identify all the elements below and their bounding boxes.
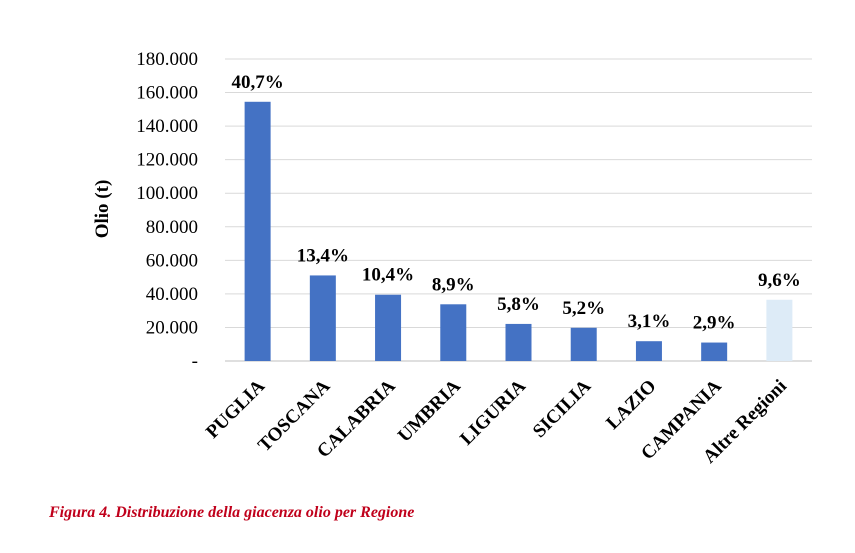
- bar-campania: [701, 342, 728, 361]
- y-tick-label: 40.000: [146, 284, 198, 305]
- data-label: 8,9%: [432, 274, 475, 295]
- data-label: 13,4%: [297, 245, 349, 266]
- bar-lazio: [635, 341, 662, 361]
- bar-puglia: [244, 101, 271, 362]
- bars: [244, 101, 793, 362]
- y-tick-label: 120.000: [136, 150, 198, 171]
- data-labels: 40,7% 13,4% 10,4% 8,9% 5,8% 5,2% 3,1% 2,9% 9,6%: [231, 72, 800, 334]
- data-label: 5,2%: [562, 298, 605, 319]
- x-tick-label: PUGLIA: [202, 375, 269, 442]
- data-label: 5,8%: [497, 294, 540, 315]
- y-tick-label: 160.000: [136, 83, 198, 104]
- x-tick-label: UMBRIA: [394, 375, 465, 446]
- x-axis-labels: PUGLIATOSCANACALABRIAUMBRIALIGURIASICILI…: [202, 375, 791, 467]
- y-tick-label: 180.000: [136, 49, 198, 70]
- bar-sicilia: [570, 327, 597, 361]
- y-tick-label: 80.000: [146, 217, 198, 238]
- y-tick-label: 20.000: [146, 317, 198, 338]
- y-tick-label: 100.000: [136, 183, 198, 204]
- data-label: 10,4%: [362, 265, 414, 286]
- x-tick-label: LIGURIA: [456, 375, 530, 449]
- data-label: 40,7%: [231, 72, 283, 93]
- bar-chart: - 20.000 40.000 60.000 80.000 100.000 120.000 1…: [92, 49, 812, 468]
- x-tick-label: LAZIO: [602, 376, 660, 434]
- data-label: 3,1%: [628, 311, 671, 332]
- y-axis-title: Olio (t): [92, 180, 113, 239]
- bar-toscana: [309, 275, 336, 361]
- y-tick-label: -: [192, 351, 198, 372]
- data-label: 2,9%: [693, 313, 736, 334]
- figure-caption: Figura 4. Distribuzione della giacenza o…: [49, 504, 415, 521]
- y-tick-label: 140.000: [136, 116, 198, 137]
- bar-calabria: [375, 294, 402, 361]
- data-label: 9,6%: [758, 270, 801, 291]
- y-axis-ticks: - 20.000 40.000 60.000 80.000 100.000 120.000 1…: [136, 49, 198, 372]
- bar-umbria: [440, 304, 467, 361]
- x-tick-label: SICILIA: [529, 375, 596, 442]
- y-tick-label: 60.000: [146, 250, 198, 271]
- bar-altre-regioni: [766, 299, 793, 361]
- bar-liguria: [505, 323, 532, 361]
